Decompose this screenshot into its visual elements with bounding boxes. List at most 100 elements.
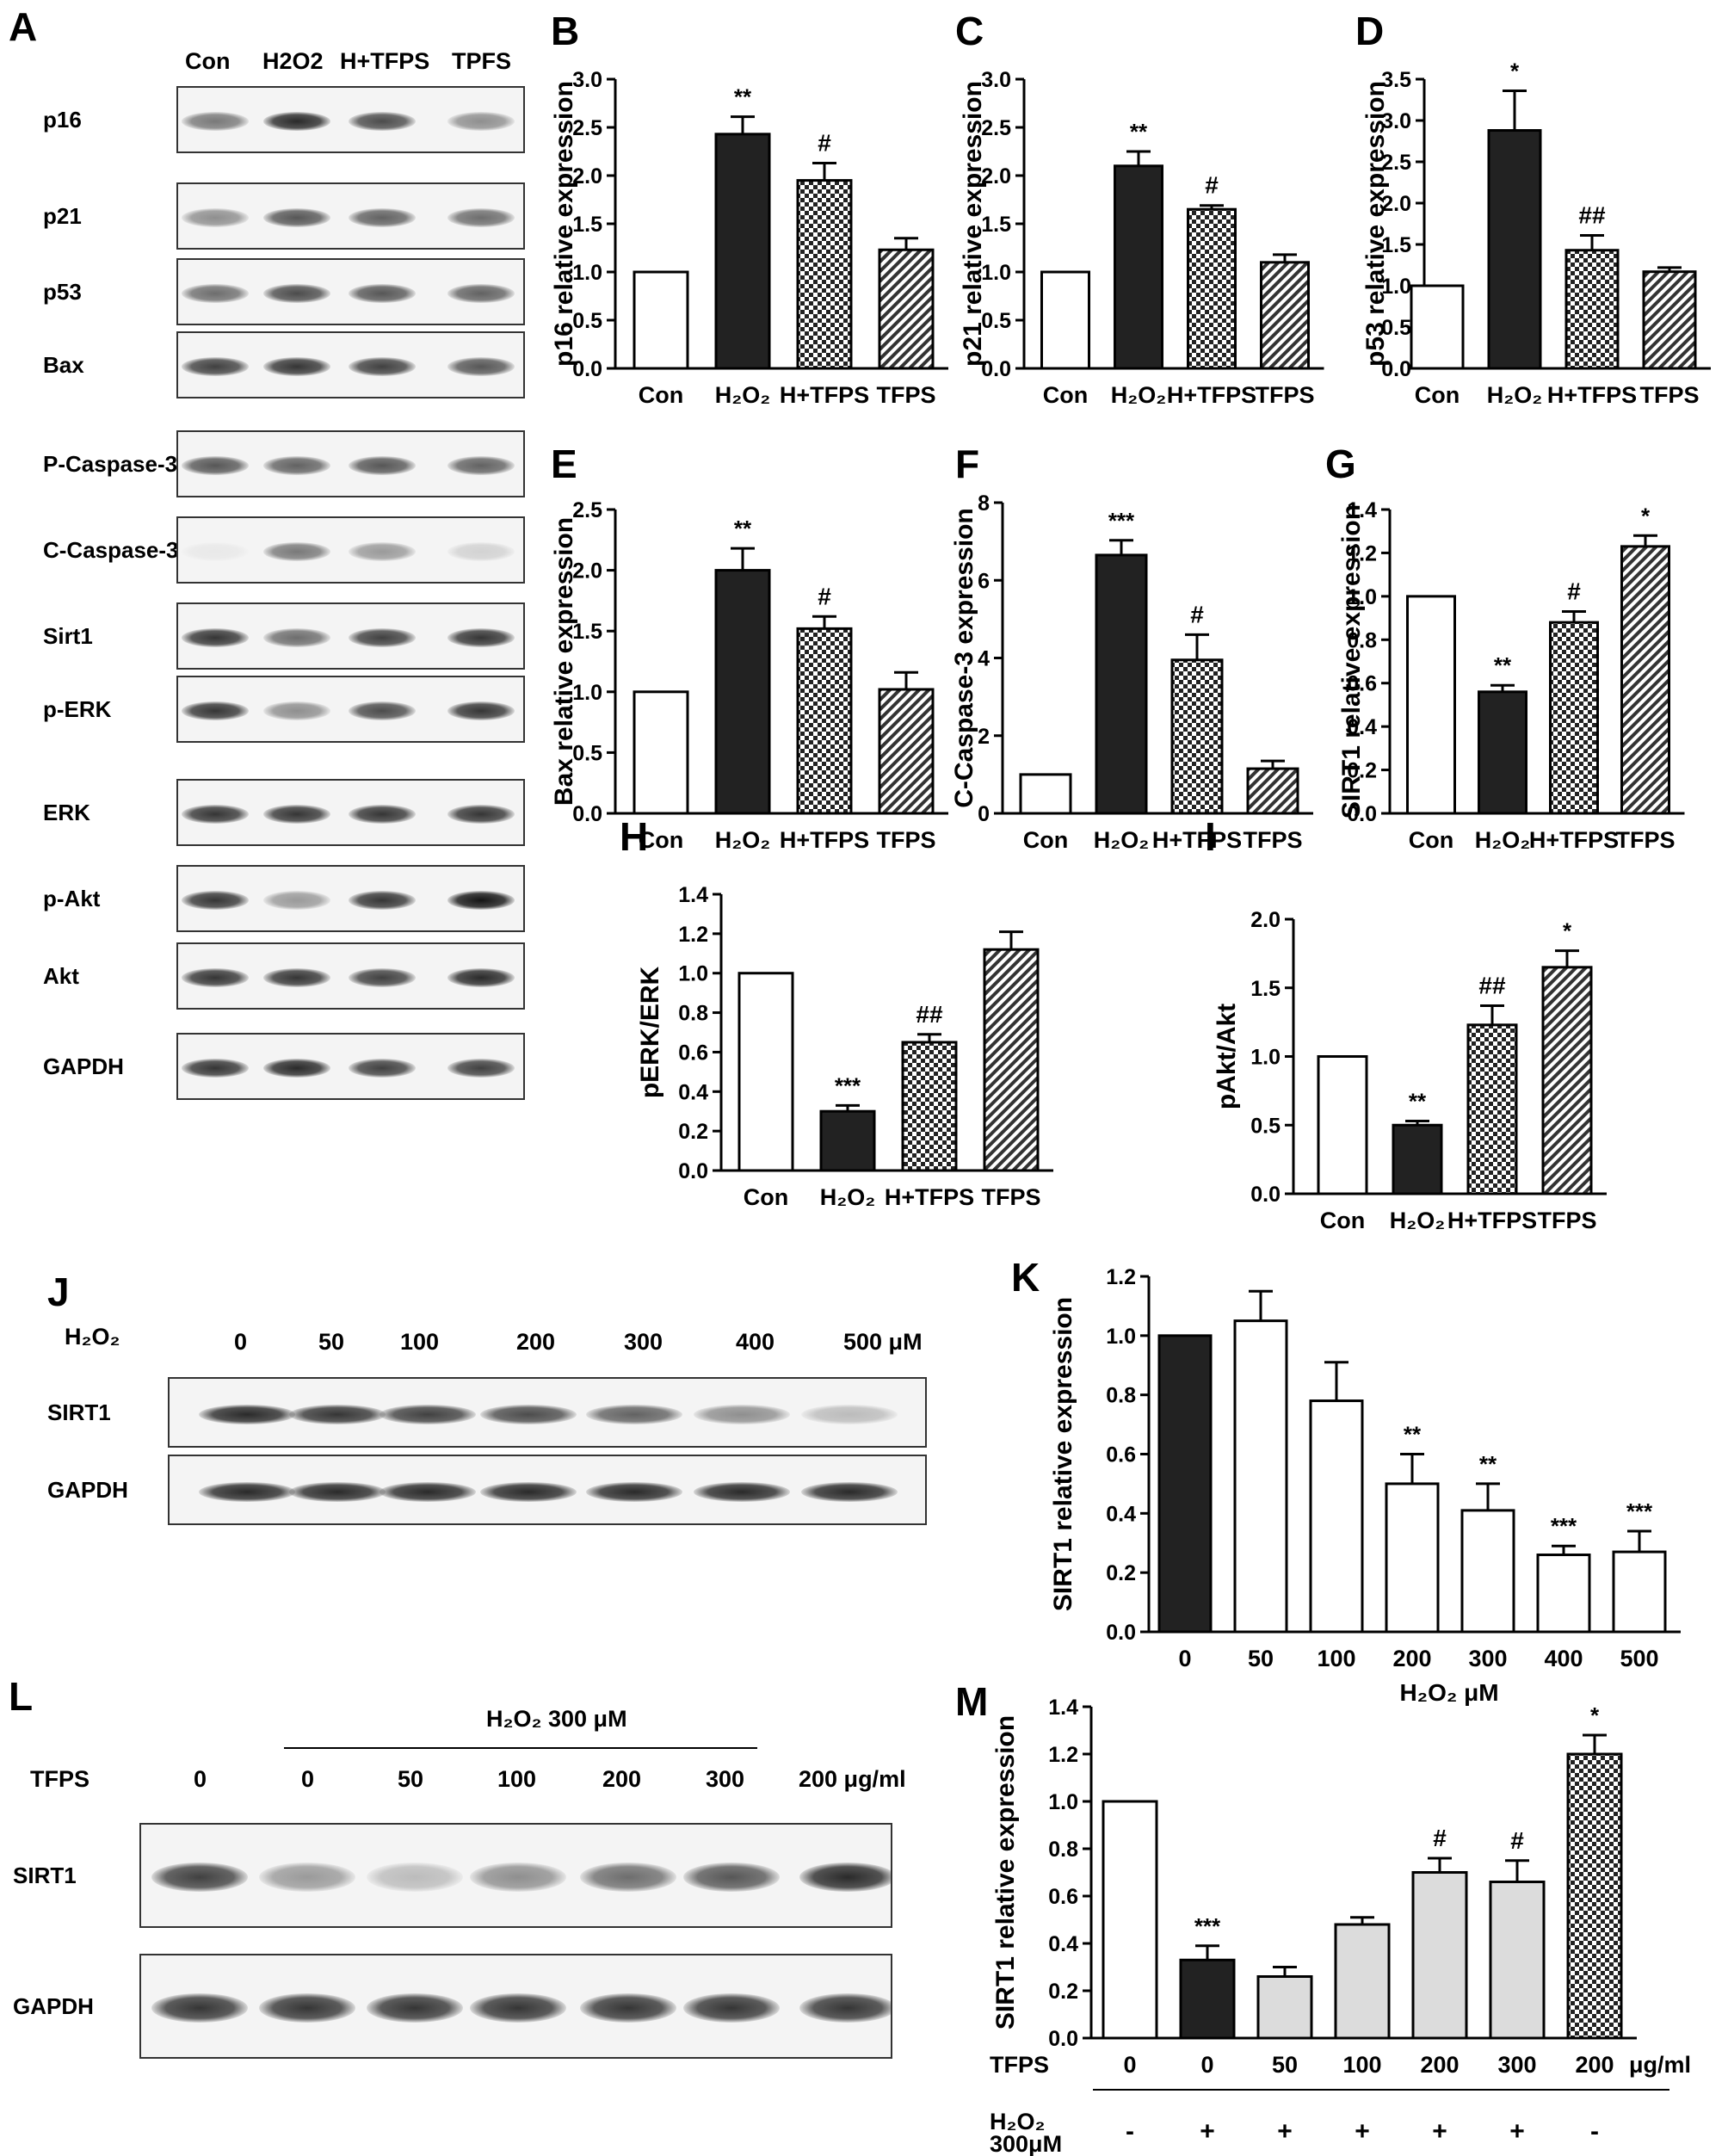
bar xyxy=(1019,773,1072,815)
blot-strip xyxy=(176,182,525,250)
blot-band xyxy=(470,1863,566,1892)
y-tick-label: 1.2 xyxy=(1048,1743,1078,1767)
y-axis-label: p16 relative expression xyxy=(550,81,578,367)
row-label: p16 xyxy=(43,107,82,133)
y-tick-label: 0.0 xyxy=(572,357,602,381)
y-tick-label: 0.4 xyxy=(1048,1932,1078,1956)
y-tick-label: 0 xyxy=(978,802,990,826)
h2o2-sign: + xyxy=(1200,2117,1215,2146)
blot-band xyxy=(349,284,416,303)
blot-band xyxy=(263,805,330,824)
blot-band xyxy=(349,112,416,131)
y-tick-label: 0.8 xyxy=(1106,1384,1136,1408)
row-label: GAPDH xyxy=(13,1993,94,2019)
x-tick-label: 200 xyxy=(1575,2052,1614,2078)
bar xyxy=(819,1109,876,1172)
blot-band xyxy=(470,1993,566,2023)
blot-band xyxy=(801,1481,898,1502)
bar xyxy=(1392,1123,1443,1195)
x-tick-label: H₂O₂ xyxy=(1111,382,1167,408)
blot-band xyxy=(367,1993,463,2023)
blot-band xyxy=(259,1863,355,1892)
significance-label: ## xyxy=(1478,972,1506,998)
blot-band xyxy=(182,284,249,303)
x-tick-label: Con xyxy=(639,827,683,853)
x-tick-label: H₂O₂ xyxy=(1390,1208,1446,1233)
x-tick-label: 500 xyxy=(1620,1646,1658,1671)
x-tick-label: 100 xyxy=(1317,1646,1355,1671)
row-label: p21 xyxy=(43,203,82,229)
blot-band xyxy=(447,456,515,475)
significance-label: # xyxy=(818,129,831,156)
y-axis-label: SIRT1 relative expression xyxy=(991,1715,1020,2029)
row-label: SIRT1 xyxy=(47,1399,111,1425)
x-tick-label: 0 xyxy=(1123,2052,1136,2078)
y-tick-label: 1.0 xyxy=(1106,1325,1136,1349)
blot-band xyxy=(263,968,330,987)
blot-band xyxy=(349,968,416,987)
blot-band xyxy=(263,542,330,561)
y-tick-label: 0.2 xyxy=(678,1120,708,1144)
y-tick-label: 3.0 xyxy=(1381,109,1411,133)
significance-label: * xyxy=(1590,1702,1600,1728)
blot-band xyxy=(259,1993,355,2023)
bar xyxy=(1102,1800,1158,2040)
significance-label: *** xyxy=(1626,1498,1653,1524)
blot-band xyxy=(151,1993,248,2023)
blot-band xyxy=(694,1404,790,1424)
row-label: p-Akt xyxy=(43,886,101,911)
blot-band xyxy=(380,1481,476,1502)
x-tick-label: H+TFPS xyxy=(1167,382,1256,408)
y-tick-label: 0.4 xyxy=(678,1080,708,1104)
blot-band xyxy=(349,357,416,376)
x-tick-label: TFPS xyxy=(876,827,935,853)
significance-label: *** xyxy=(835,1072,861,1098)
x-tick-label: 300 xyxy=(1497,2052,1536,2078)
bar xyxy=(1566,1752,1623,2040)
h2o2-sign: + xyxy=(1277,2117,1293,2146)
y-tick-label: 4 xyxy=(978,647,990,671)
y-tick-label: 0.8 xyxy=(1048,1838,1078,1862)
bar xyxy=(1179,1958,1236,2040)
blot-band xyxy=(480,1481,577,1502)
blot-strip xyxy=(168,1455,927,1525)
blot-band xyxy=(349,456,416,475)
significance-label: # xyxy=(1510,1827,1524,1854)
blot-strip xyxy=(176,258,525,325)
chart-panel-i: I 0.0 0.5 1.0 1.5 2.0 pAkt/Akt Con ** H₂O₂ ## H+TFP… xyxy=(1205,814,1607,1233)
y-tick-label: 1.2 xyxy=(1347,541,1377,565)
lane-label: 50 xyxy=(318,1329,345,1355)
panel-letter: E xyxy=(551,442,577,486)
panel-letter: C xyxy=(955,9,984,53)
row-label: Bax xyxy=(43,352,84,378)
x-tick-label: H+TFPS xyxy=(1447,1208,1537,1233)
x-tick-label: TFPS xyxy=(1615,827,1675,853)
blot-band xyxy=(182,628,249,647)
h2o2-sign: - xyxy=(1590,2117,1599,2146)
blot-band xyxy=(263,357,330,376)
bar xyxy=(1114,164,1163,370)
bar xyxy=(796,179,853,370)
lane-label: 500 μM xyxy=(843,1329,923,1355)
lane-label: 0 xyxy=(194,1766,207,1792)
row-label: Sirt1 xyxy=(43,623,93,649)
y-tick-label: 2.0 xyxy=(572,559,602,584)
h2o2-label: H₂O₂ xyxy=(65,1324,120,1350)
x-tick-label: TFPS xyxy=(1537,1208,1596,1233)
blot-band xyxy=(349,701,416,720)
y-tick-label: 1.5 xyxy=(1381,233,1411,257)
y-tick-label: 0.2 xyxy=(1106,1561,1136,1585)
bar xyxy=(878,688,935,815)
y-tick-label: 1.0 xyxy=(1381,275,1411,299)
blot-band xyxy=(289,1404,386,1424)
bar xyxy=(1385,1482,1440,1634)
significance-label: ** xyxy=(1494,652,1512,678)
blot-band xyxy=(586,1404,682,1424)
x-tick-label: H₂O₂ xyxy=(1487,382,1543,408)
bar xyxy=(1040,270,1090,370)
y-axis-label: SIRT1 relative expression xyxy=(1337,504,1366,819)
